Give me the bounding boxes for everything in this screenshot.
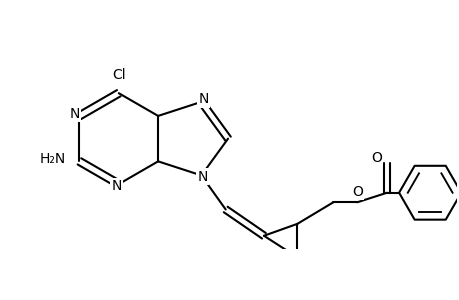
Text: N: N xyxy=(69,106,80,121)
Text: Cl: Cl xyxy=(112,68,125,82)
Text: O: O xyxy=(370,151,381,165)
Text: N: N xyxy=(111,179,121,194)
Text: N: N xyxy=(198,92,208,106)
Text: O: O xyxy=(351,184,362,199)
Text: N: N xyxy=(197,169,207,184)
Text: H₂N: H₂N xyxy=(40,152,66,166)
